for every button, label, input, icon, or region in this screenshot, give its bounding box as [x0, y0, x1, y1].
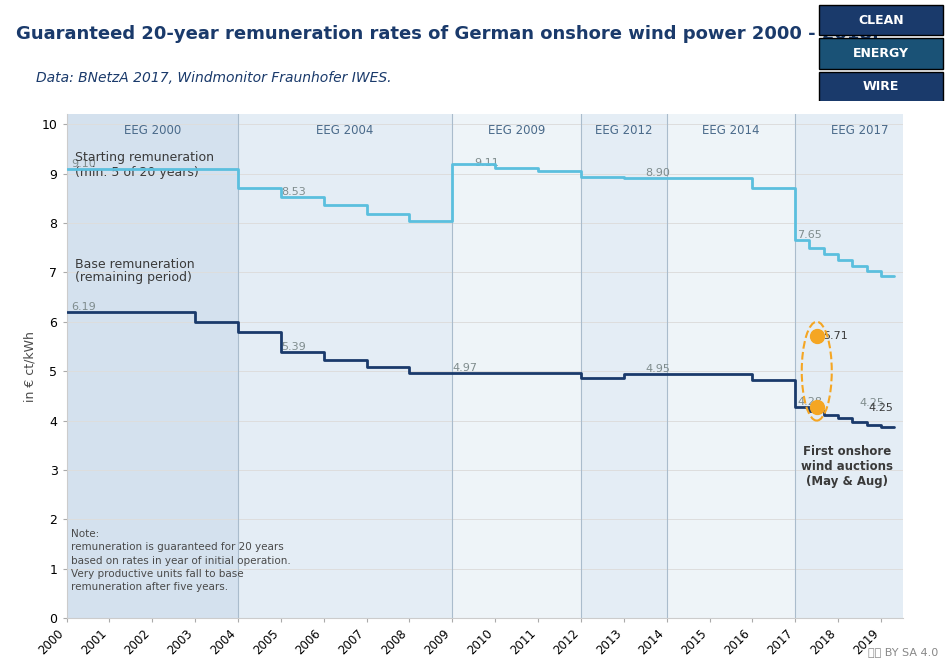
Text: First onshore
wind auctions
(May & Aug): First onshore wind auctions (May & Aug) — [801, 446, 893, 489]
Text: 4.25: 4.25 — [860, 398, 884, 408]
Text: EEG 2000: EEG 2000 — [124, 124, 180, 137]
Text: 6.19: 6.19 — [71, 302, 96, 312]
Text: 8.53: 8.53 — [281, 187, 306, 197]
Text: Starting remuneration: Starting remuneration — [75, 151, 214, 164]
Text: Base remuneration: Base remuneration — [75, 257, 195, 271]
Text: CLEAN: CLEAN — [858, 13, 904, 27]
Text: 9.10: 9.10 — [71, 159, 96, 169]
Text: (remaining period): (remaining period) — [75, 271, 192, 284]
Text: 4.25: 4.25 — [868, 403, 893, 413]
Bar — [238, 114, 452, 618]
Text: Note:
remuneration is guaranteed for 20 years
based on rates in year of initial : Note: remuneration is guaranteed for 20 … — [71, 530, 291, 592]
FancyBboxPatch shape — [819, 72, 943, 102]
Text: 4.97: 4.97 — [452, 363, 477, 373]
FancyBboxPatch shape — [819, 38, 943, 69]
Bar — [795, 114, 924, 618]
Text: 4.95: 4.95 — [645, 364, 670, 374]
Text: 8.90: 8.90 — [645, 169, 670, 179]
Text: 5.39: 5.39 — [281, 342, 306, 352]
Text: 9.11: 9.11 — [474, 158, 499, 168]
Y-axis label: in € ct/kWh: in € ct/kWh — [23, 331, 36, 402]
Text: ⒸⒸ BY SA 4.0: ⒸⒸ BY SA 4.0 — [868, 647, 938, 657]
Text: 4.28: 4.28 — [797, 396, 823, 407]
Text: 7.65: 7.65 — [797, 230, 822, 240]
Text: (min. 5 of 20 years): (min. 5 of 20 years) — [75, 166, 199, 179]
Text: 5.71: 5.71 — [824, 331, 848, 341]
Text: EEG 2009: EEG 2009 — [488, 124, 545, 137]
FancyBboxPatch shape — [819, 5, 943, 35]
Bar — [581, 114, 667, 618]
Text: EEG 2012: EEG 2012 — [595, 124, 653, 137]
Text: EEG 2017: EEG 2017 — [831, 124, 888, 137]
Text: EEG 2014: EEG 2014 — [702, 124, 760, 137]
Text: Guaranteed 20-year remuneration rates of German onshore wind power 2000 - 2018.: Guaranteed 20-year remuneration rates of… — [16, 26, 879, 43]
Bar — [66, 114, 238, 618]
Text: EEG 2004: EEG 2004 — [316, 124, 374, 137]
Text: ENERGY: ENERGY — [853, 47, 909, 60]
Bar — [667, 114, 795, 618]
Text: WIRE: WIRE — [863, 80, 900, 93]
Text: Data: BNetzA 2017, Windmonitor Fraunhofer IWES.: Data: BNetzA 2017, Windmonitor Fraunhofe… — [36, 71, 391, 85]
Bar — [452, 114, 581, 618]
